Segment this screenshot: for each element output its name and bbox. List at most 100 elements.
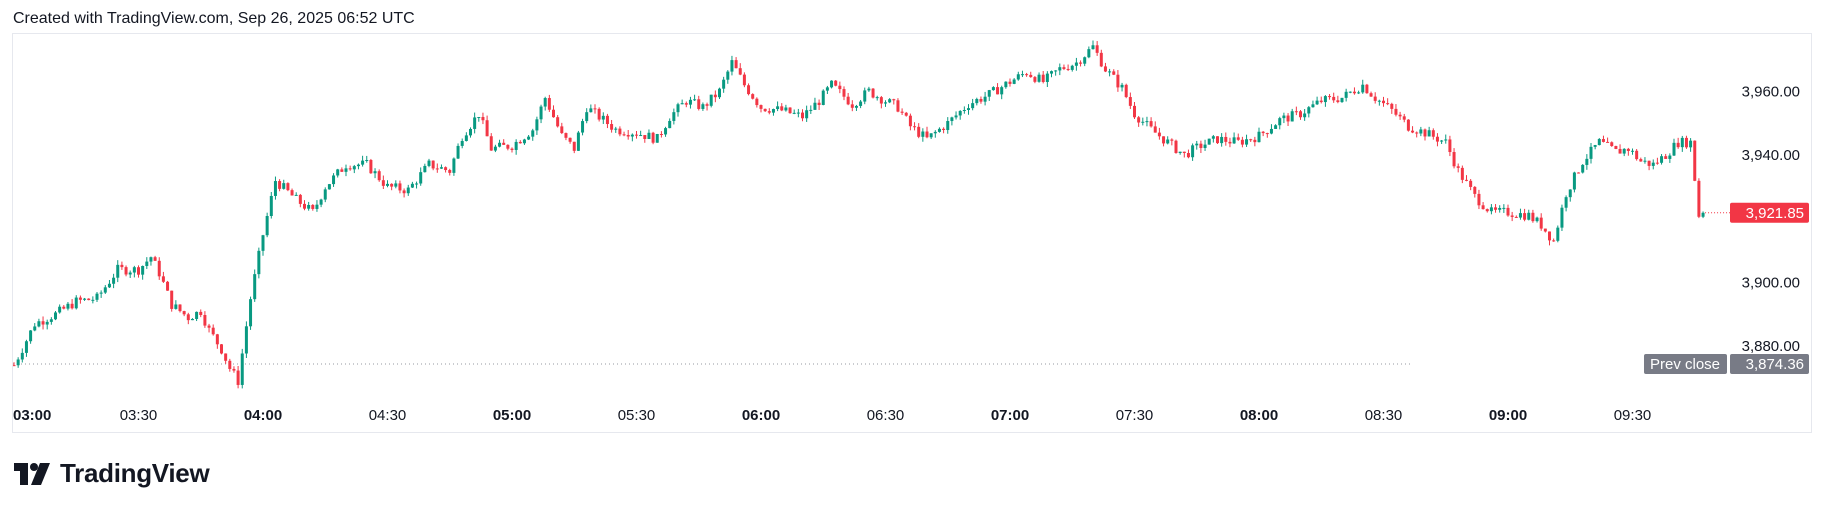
candle — [759, 104, 763, 113]
candle-body — [1622, 148, 1626, 154]
candle-body — [1145, 121, 1149, 123]
candle-body — [589, 108, 593, 113]
candle — [854, 104, 858, 111]
candle — [1444, 134, 1448, 144]
candle — [1058, 63, 1062, 76]
candle-body — [1108, 71, 1112, 73]
candle-body — [1220, 136, 1224, 144]
candle — [967, 104, 970, 115]
candlestick-chart[interactable]: 3,960.003,940.003,900.003,880.00 03:00 03… — [13, 34, 1813, 434]
candle — [1307, 105, 1311, 118]
candle-body — [182, 311, 186, 315]
price-tags: 3,921.85 Prev close 3,874.36 — [1644, 202, 1809, 375]
candle-body — [489, 136, 493, 151]
candle-body — [1531, 212, 1535, 222]
candle-body — [1211, 136, 1215, 139]
candle-body — [1444, 139, 1448, 141]
candle-body — [601, 115, 605, 120]
candle — [867, 86, 871, 92]
candle-body — [1527, 212, 1531, 220]
candle-body — [1344, 91, 1348, 98]
candle-body — [1390, 103, 1394, 109]
time-axis-label: 07:00 — [991, 407, 1029, 424]
candle-body — [336, 169, 340, 176]
candle — [1489, 204, 1493, 215]
candle-body — [1510, 215, 1514, 217]
candle — [1568, 189, 1572, 202]
candle-body — [493, 146, 497, 151]
candle-body — [933, 131, 937, 134]
candle — [45, 319, 49, 330]
candle-body — [1186, 152, 1190, 158]
candle-body — [319, 199, 323, 205]
candle-body — [556, 117, 560, 127]
candle-body — [867, 88, 871, 91]
tradingview-logo[interactable]: TradingView — [14, 458, 210, 489]
candle-body — [1182, 151, 1186, 153]
candle-body — [112, 277, 116, 284]
candle — [742, 72, 746, 88]
candle-body — [278, 181, 282, 189]
candle — [1664, 153, 1668, 160]
candle-body — [1581, 164, 1585, 173]
candle-body — [1261, 131, 1265, 134]
candle-body — [1137, 117, 1141, 123]
candle-body — [701, 104, 705, 109]
candle-body — [655, 133, 659, 143]
candle-body — [120, 264, 124, 268]
candle-body — [1253, 139, 1257, 143]
candle — [137, 265, 140, 278]
candle — [1523, 208, 1527, 222]
candle — [452, 157, 456, 176]
candle — [531, 128, 535, 141]
candle — [1336, 95, 1340, 104]
candle-body — [406, 187, 410, 194]
candle-body — [365, 160, 369, 162]
price-axis-label: 3,880.00 — [1742, 338, 1800, 355]
candle-body — [473, 117, 477, 129]
candle-body — [220, 344, 223, 354]
chart-panel[interactable]: 3,960.00 3,940.00 3,900.00 3,880.00 03:00 03… — [12, 33, 1812, 433]
candle — [547, 94, 551, 112]
candle — [1191, 143, 1195, 161]
candle-body — [805, 110, 809, 119]
candle-body — [145, 261, 149, 266]
candle-body — [502, 142, 506, 145]
candle — [1361, 79, 1365, 94]
candle-body — [431, 160, 435, 169]
candle-body — [265, 216, 269, 236]
candle — [1560, 204, 1564, 232]
candle-body — [456, 145, 460, 159]
candle — [522, 138, 526, 145]
candle — [1062, 64, 1066, 71]
candle-body — [1191, 145, 1195, 158]
candle — [1680, 135, 1684, 152]
candle-body — [842, 89, 846, 97]
candle — [1203, 139, 1207, 151]
candle — [120, 261, 124, 270]
candle — [1182, 151, 1186, 158]
candle — [473, 112, 477, 134]
candle — [319, 198, 323, 208]
candle — [1394, 104, 1398, 117]
tradingview-logo-icon — [14, 462, 50, 485]
candle — [535, 116, 539, 135]
candle-body — [1431, 130, 1435, 137]
candle-body — [1369, 93, 1373, 97]
candle — [1427, 126, 1431, 137]
candle — [1402, 113, 1406, 123]
candle — [850, 100, 854, 112]
candle-body — [286, 183, 290, 191]
candle-body — [415, 183, 419, 185]
candle-body — [684, 103, 688, 105]
candle-body — [730, 60, 734, 72]
candle — [49, 317, 53, 325]
candle-body — [1701, 212, 1705, 217]
candle-body — [626, 134, 630, 137]
candle-body — [971, 103, 975, 109]
candle — [971, 98, 975, 111]
candle — [1286, 113, 1290, 127]
candle — [498, 139, 502, 148]
candle-body — [518, 141, 522, 144]
candle-body — [942, 128, 946, 131]
